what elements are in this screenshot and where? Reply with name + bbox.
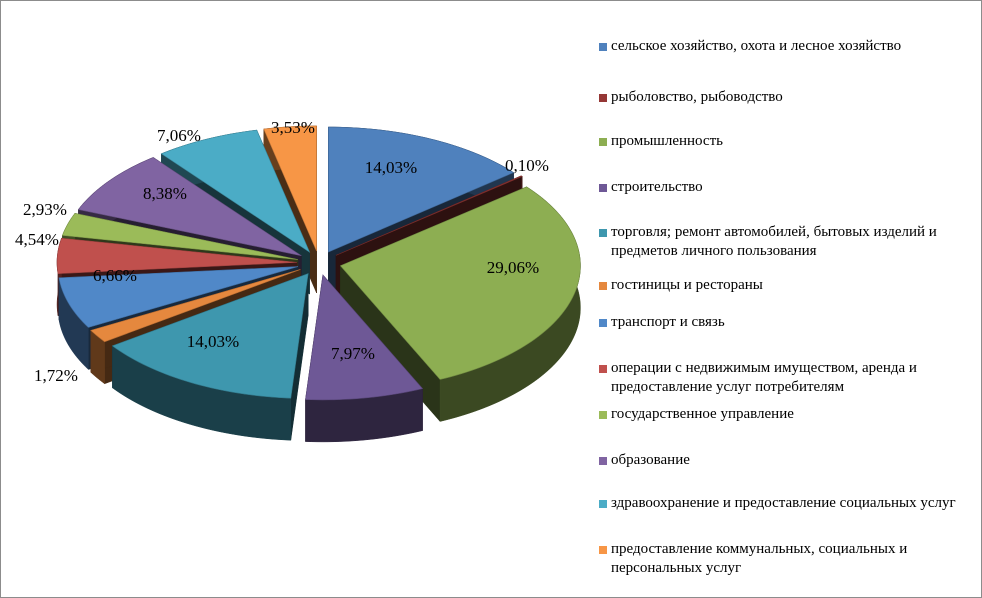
legend-item-4: строительство [599, 178, 703, 197]
legend-item-9: государственное управление [599, 405, 794, 424]
legend-swatch [599, 94, 607, 102]
pie-slice-5[interactable] [111, 273, 309, 441]
legend-item-3: промышленность [599, 132, 723, 151]
slice-top [305, 274, 424, 401]
slice-top [263, 125, 317, 252]
data-label-2: 0,10% [505, 156, 549, 175]
slice-top [62, 212, 298, 260]
data-label-3: 29,06% [487, 258, 539, 277]
slice-top [90, 269, 301, 343]
pie-chart: 14,03% 0,10% 29,06% 7,97% 14,03% 1,72% 6,66% 4,… [15, 118, 581, 443]
legend-label: транспорт и связь [611, 314, 725, 330]
legend-label: здравоохранение и предоставление социаль… [611, 495, 956, 511]
legend-label: операции с недвижимым имуществом, аренда… [611, 360, 917, 395]
legend-label: образование [611, 452, 690, 468]
legend-label: сельское хозяйство, охота и лесное хозяй… [611, 38, 902, 54]
legend-swatch [599, 138, 607, 146]
legend-label: торговля; ремонт автомобилей, бытовых из… [611, 224, 937, 259]
legend-label: гостиницы и рестораны [611, 277, 763, 293]
legend-swatch [599, 411, 607, 419]
legend-label: строительство [611, 179, 703, 195]
legend-swatch [599, 500, 607, 508]
slice-top [77, 157, 302, 257]
slice-top [56, 237, 298, 274]
data-label-12: 3,53% [271, 118, 315, 137]
data-label-9: 2,93% [23, 200, 67, 219]
data-label-8: 4,54% [15, 230, 59, 249]
legend-label: рыболовство, рыбоводство [611, 89, 783, 105]
legend-swatch [599, 184, 607, 192]
legend-swatch [599, 43, 607, 51]
data-label-11: 7,06% [157, 126, 201, 145]
legend-item-10: образование [599, 451, 690, 470]
legend-label: предоставление коммунальных, социальных … [611, 541, 908, 576]
legend-label: промышленность [611, 133, 723, 149]
data-label-4: 7,97% [331, 344, 375, 363]
legend-item-5: торговля; ремонт автомобилей, бытовых из… [599, 223, 974, 261]
data-label-10: 8,38% [143, 184, 187, 203]
slice-top [160, 129, 311, 253]
legend-item-6: гостиницы и рестораны [599, 276, 763, 295]
slice-top [111, 273, 309, 399]
legend-label: государственное управление [611, 406, 794, 422]
legend-item-11: здравоохранение и предоставление социаль… [599, 494, 956, 513]
legend-item-7: транспорт и связь [599, 313, 725, 332]
pie-slice-4[interactable] [305, 274, 424, 443]
data-label-1: 14,03% [365, 158, 417, 177]
legend-item-8: операции с недвижимым имуществом, аренда… [599, 359, 974, 397]
slice-top [335, 175, 523, 256]
slice-top [328, 126, 515, 253]
legend-swatch [599, 546, 607, 554]
legend-item-1: сельское хозяйство, охота и лесное хозяй… [599, 37, 901, 56]
slice-top [339, 186, 581, 380]
legend-swatch [599, 229, 607, 237]
data-label-7: 6,66% [93, 266, 137, 285]
data-label-5: 14,03% [187, 332, 239, 351]
legend-swatch [599, 319, 607, 327]
legend-swatch [599, 457, 607, 465]
legend-item-2: рыболовство, рыбоводство [599, 88, 783, 107]
data-label-6: 1,72% [34, 366, 78, 385]
legend-swatch [599, 282, 607, 290]
slice-top [58, 266, 299, 328]
legend-swatch [599, 365, 607, 373]
legend-item-12: предоставление коммунальных, социальных … [599, 540, 974, 578]
